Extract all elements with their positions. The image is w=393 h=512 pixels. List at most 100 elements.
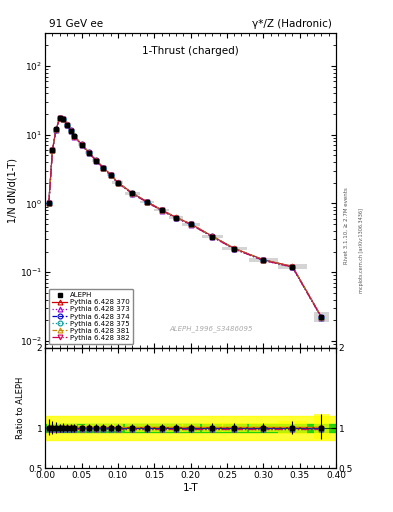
Pythia 6.428 375 <box>174 215 178 221</box>
Pythia 6.428 374 <box>101 165 106 171</box>
Bar <box>65 123 69 126</box>
Text: ALEPH_1996_S3486095: ALEPH_1996_S3486095 <box>169 325 253 332</box>
Pythia 6.428 382 <box>72 134 77 140</box>
Pythia 6.428 374 <box>68 127 73 134</box>
Pythia 6.428 382 <box>188 221 193 227</box>
Pythia 6.428 373 <box>210 234 215 240</box>
Pythia 6.428 382 <box>94 158 99 164</box>
Pythia 6.428 382 <box>116 180 120 186</box>
Pythia 6.428 370 <box>86 149 91 155</box>
Pythia 6.428 381 <box>50 146 55 153</box>
Pythia 6.428 373 <box>101 165 106 172</box>
Pythia 6.428 374 <box>210 233 215 240</box>
Pythia 6.428 374 <box>79 141 84 147</box>
Pythia 6.428 370 <box>290 263 295 269</box>
Pythia 6.428 373 <box>57 115 62 121</box>
Pythia 6.428 381 <box>79 141 84 147</box>
Pythia 6.428 381 <box>130 190 135 196</box>
Text: γ*/Z (Hadronic): γ*/Z (Hadronic) <box>252 19 332 29</box>
Text: Rivet 3.1.10, ≥ 2.7M events: Rivet 3.1.10, ≥ 2.7M events <box>343 187 348 264</box>
Pythia 6.428 373 <box>86 150 91 156</box>
Pythia 6.428 374 <box>61 116 66 122</box>
Pythia 6.428 375 <box>61 116 66 122</box>
Pythia 6.428 382 <box>86 150 91 156</box>
Pythia 6.428 374 <box>57 115 62 121</box>
Pythia 6.428 382 <box>319 315 324 321</box>
Bar <box>112 424 123 432</box>
Bar <box>314 312 329 322</box>
Pythia 6.428 382 <box>79 142 84 148</box>
Pythia 6.428 382 <box>159 207 164 214</box>
Pythia 6.428 375 <box>159 207 164 214</box>
Pythia 6.428 374 <box>159 207 164 213</box>
Pythia 6.428 373 <box>50 147 55 154</box>
Text: 91 GeV ee: 91 GeV ee <box>49 19 103 29</box>
Bar <box>85 151 92 154</box>
Pythia 6.428 374 <box>232 245 237 251</box>
Pythia 6.428 370 <box>116 179 120 185</box>
Pythia 6.428 370 <box>145 199 149 205</box>
Line: Pythia 6.428 374: Pythia 6.428 374 <box>46 116 324 319</box>
Pythia 6.428 370 <box>101 164 106 170</box>
Pythia 6.428 382 <box>261 258 266 264</box>
Pythia 6.428 381 <box>174 215 178 221</box>
Pythia 6.428 374 <box>86 150 91 156</box>
Pythia 6.428 381 <box>261 257 266 263</box>
Pythia 6.428 375 <box>101 165 106 171</box>
Pythia 6.428 381 <box>72 133 77 139</box>
Line: Pythia 6.428 370: Pythia 6.428 370 <box>46 115 324 319</box>
Pythia 6.428 373 <box>232 246 237 252</box>
Pythia 6.428 374 <box>290 264 295 270</box>
Pythia 6.428 370 <box>68 127 73 133</box>
Bar <box>314 414 329 439</box>
Pythia 6.428 382 <box>101 165 106 171</box>
Pythia 6.428 375 <box>50 147 55 153</box>
Pythia 6.428 375 <box>57 115 62 121</box>
Pythia 6.428 370 <box>54 126 59 132</box>
Pythia 6.428 375 <box>108 172 113 178</box>
Pythia 6.428 382 <box>57 115 62 121</box>
Text: 1-Thrust (charged): 1-Thrust (charged) <box>142 46 239 56</box>
Bar <box>100 166 107 169</box>
Bar <box>58 116 62 119</box>
Pythia 6.428 374 <box>188 221 193 227</box>
Line: Pythia 6.428 382: Pythia 6.428 382 <box>46 116 324 320</box>
Bar <box>112 181 123 184</box>
Pythia 6.428 370 <box>79 141 84 147</box>
X-axis label: 1-T: 1-T <box>183 483 198 493</box>
Bar <box>51 421 54 434</box>
Pythia 6.428 373 <box>188 222 193 228</box>
Pythia 6.428 375 <box>86 150 91 156</box>
Pythia 6.428 382 <box>145 199 149 205</box>
Pythia 6.428 375 <box>232 246 237 252</box>
Pythia 6.428 373 <box>108 172 113 178</box>
Bar <box>78 424 85 431</box>
Pythia 6.428 381 <box>54 126 59 132</box>
Legend: ALEPH, Pythia 6.428 370, Pythia 6.428 373, Pythia 6.428 374, Pythia 6.428 375, P: ALEPH, Pythia 6.428 370, Pythia 6.428 37… <box>49 289 133 344</box>
Pythia 6.428 381 <box>232 245 237 251</box>
Pythia 6.428 381 <box>64 121 70 127</box>
Pythia 6.428 374 <box>145 199 149 205</box>
Bar <box>69 129 72 132</box>
Pythia 6.428 381 <box>57 115 62 121</box>
Bar <box>154 423 169 432</box>
Bar <box>45 424 336 432</box>
Bar <box>222 423 247 432</box>
Pythia 6.428 375 <box>94 158 99 164</box>
Pythia 6.428 375 <box>64 122 70 128</box>
Pythia 6.428 381 <box>116 179 120 185</box>
Pythia 6.428 373 <box>159 207 164 214</box>
Bar <box>47 200 51 205</box>
Pythia 6.428 373 <box>64 122 70 128</box>
Pythia 6.428 381 <box>159 207 164 213</box>
Pythia 6.428 370 <box>72 133 77 139</box>
Pythia 6.428 374 <box>64 121 70 127</box>
Bar <box>47 419 51 435</box>
Bar <box>125 423 140 432</box>
Pythia 6.428 370 <box>210 233 215 239</box>
Bar <box>169 424 184 432</box>
Bar <box>278 264 307 269</box>
Pythia 6.428 373 <box>72 134 77 140</box>
Pythia 6.428 375 <box>130 190 135 197</box>
Pythia 6.428 382 <box>68 128 73 134</box>
